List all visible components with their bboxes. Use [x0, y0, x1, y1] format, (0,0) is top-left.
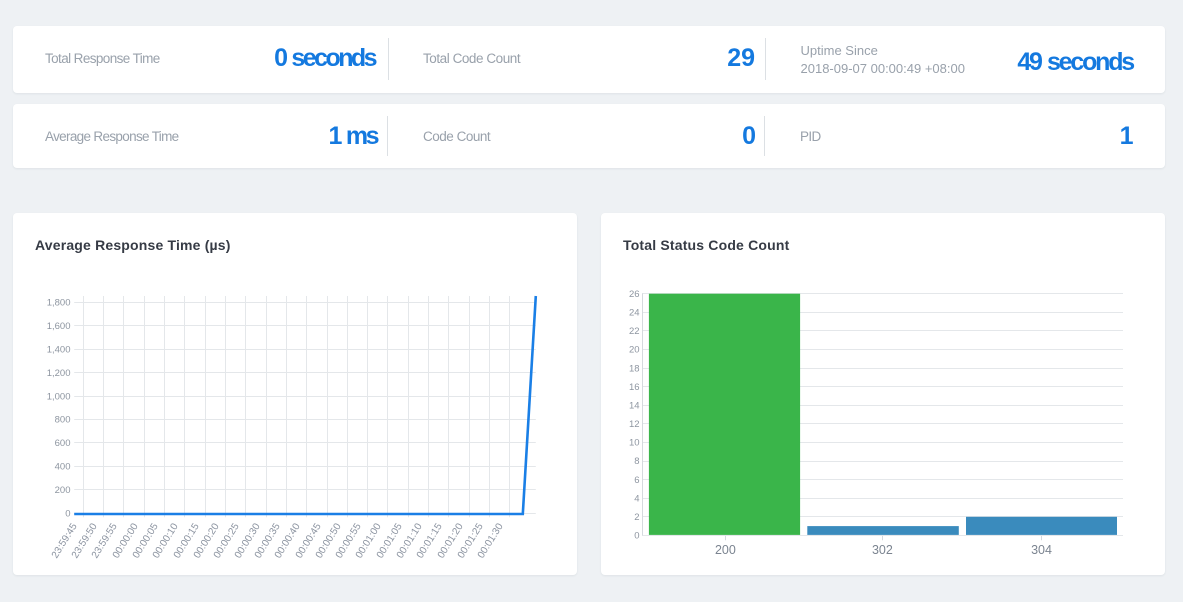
svg-text:1,600: 1,600	[47, 321, 71, 332]
svg-text:1,200: 1,200	[47, 368, 71, 379]
svg-text:26: 26	[629, 289, 640, 300]
svg-text:12: 12	[629, 419, 640, 430]
svg-text:0: 0	[634, 531, 639, 542]
svg-text:0: 0	[65, 508, 70, 519]
svg-text:1,400: 1,400	[47, 345, 71, 356]
svg-text:200: 200	[715, 543, 736, 557]
svg-text:400: 400	[55, 462, 71, 473]
svg-text:4: 4	[634, 493, 639, 504]
svg-text:8: 8	[634, 456, 639, 467]
svg-text:800: 800	[55, 415, 71, 426]
svg-text:24: 24	[629, 308, 640, 319]
svg-text:14: 14	[629, 400, 640, 411]
svg-text:200: 200	[55, 485, 71, 496]
svg-text:302: 302	[872, 543, 893, 557]
svg-text:304: 304	[1031, 543, 1052, 557]
svg-text:1,800: 1,800	[47, 298, 71, 309]
svg-text:20: 20	[629, 345, 640, 356]
svg-text:600: 600	[55, 438, 71, 449]
svg-text:1,000: 1,000	[47, 391, 71, 402]
svg-text:22: 22	[629, 326, 640, 337]
svg-text:2: 2	[634, 512, 639, 523]
svg-text:10: 10	[629, 438, 640, 449]
svg-text:16: 16	[629, 382, 640, 393]
svg-text:6: 6	[634, 475, 639, 486]
svg-text:18: 18	[629, 363, 640, 374]
